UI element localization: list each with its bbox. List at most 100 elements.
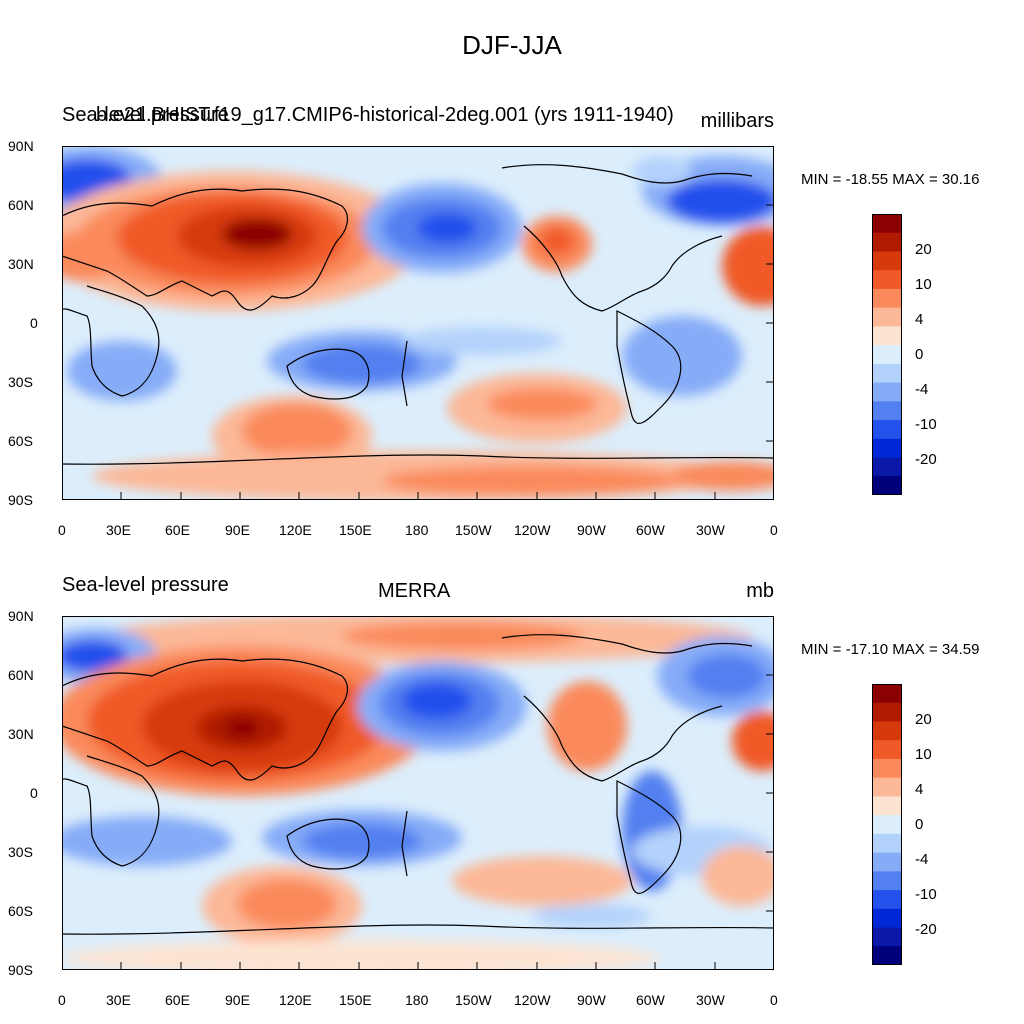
lon-label-120w: 120W bbox=[514, 992, 551, 1008]
lon-label-90e: 90E bbox=[225, 992, 250, 1008]
lon-label-30w: 30W bbox=[696, 522, 725, 538]
colorbar-label-20: 20 bbox=[915, 711, 932, 728]
colorbar-swatch bbox=[872, 927, 902, 947]
colorbar-label-4: 4 bbox=[915, 781, 924, 798]
lat-label-60n: 60N bbox=[8, 197, 34, 213]
lat-label-30n: 30N bbox=[8, 256, 34, 272]
lon-label-0: 0 bbox=[58, 992, 66, 1008]
lon-label-60e: 60E bbox=[165, 522, 190, 538]
lon-label-150w: 150W bbox=[455, 522, 492, 538]
map-obs-svg bbox=[62, 616, 774, 970]
colorbar-swatch bbox=[872, 288, 902, 309]
lon-label-90e: 90E bbox=[225, 522, 250, 538]
colorbar-frame bbox=[872, 214, 902, 495]
lon-label-120e: 120E bbox=[279, 522, 312, 538]
panel-min-max: MIN = -17.10 MAX = 34.59 bbox=[801, 641, 980, 658]
colorbar-obs bbox=[872, 684, 902, 970]
colorbar-label-0: 0 bbox=[915, 346, 924, 363]
colorbar-swatch bbox=[872, 684, 902, 704]
colorbar-label-neg20: -20 bbox=[915, 451, 937, 468]
lat-label-90n: 90N bbox=[8, 138, 34, 154]
lon-label-60w: 60W bbox=[636, 522, 665, 538]
map-model bbox=[62, 146, 774, 500]
colorbar-swatch bbox=[872, 815, 902, 835]
colorbar-swatch bbox=[872, 946, 902, 966]
lon-label-0-end: 0 bbox=[770, 992, 778, 1008]
colorbar-label-10: 10 bbox=[915, 276, 932, 293]
lat-label-90s: 90S bbox=[8, 492, 33, 508]
panel-units-label: mb bbox=[746, 580, 774, 602]
lat-label-30s: 30S bbox=[8, 844, 33, 860]
colorbar-swatch bbox=[872, 740, 902, 760]
axis-ticks bbox=[120, 674, 774, 970]
colorbar-swatch bbox=[872, 363, 902, 384]
colorbar-label-neg4: -4 bbox=[915, 851, 929, 868]
colorbar-swatch bbox=[872, 702, 902, 722]
colorbar-label-0: 0 bbox=[915, 816, 924, 833]
colorbar-label-neg10: -10 bbox=[915, 886, 937, 903]
colorbar-swatch bbox=[872, 476, 902, 496]
coastlines bbox=[62, 634, 774, 935]
colorbar-label-neg20: -20 bbox=[915, 921, 937, 938]
panel-units-label: millibars bbox=[700, 110, 774, 132]
colorbar-swatch bbox=[872, 758, 902, 779]
lon-label-150e: 150E bbox=[339, 992, 372, 1008]
lon-label-60e: 60E bbox=[165, 992, 190, 1008]
colorbar-label-20: 20 bbox=[915, 241, 932, 258]
lat-label-60s: 60S bbox=[8, 433, 33, 449]
panel-case-title: MERRA bbox=[378, 580, 451, 602]
colorbar-swatch bbox=[872, 871, 902, 891]
lon-label-0: 0 bbox=[58, 522, 66, 538]
colorbar-swatch bbox=[872, 232, 902, 252]
colorbar-model bbox=[872, 214, 902, 500]
colorbar-swatch bbox=[872, 382, 902, 402]
panel-case-title: b.e21.BHIST.f19_g17.CMIP6-historical-2de… bbox=[96, 104, 674, 126]
colorbar-swatch bbox=[872, 777, 902, 797]
colorbar-swatch bbox=[872, 833, 902, 854]
lon-label-150e: 150E bbox=[339, 522, 372, 538]
colorbar-swatch bbox=[872, 214, 902, 234]
colorbar-swatch bbox=[872, 852, 902, 872]
colorbar-frame bbox=[872, 684, 902, 965]
lon-label-90w: 90W bbox=[577, 522, 606, 538]
colorbar-model-svg bbox=[872, 214, 902, 496]
lon-label-150w: 150W bbox=[455, 992, 492, 1008]
lat-label-90s: 90S bbox=[8, 962, 33, 978]
colorbar-label-4: 4 bbox=[915, 311, 924, 328]
lat-label-60s: 60S bbox=[8, 903, 33, 919]
lon-label-180: 180 bbox=[405, 992, 429, 1008]
colorbar-label-10: 10 bbox=[915, 746, 932, 763]
lat-label-90n: 90N bbox=[8, 608, 34, 624]
lon-label-120e: 120E bbox=[279, 992, 312, 1008]
axis-ticks bbox=[120, 204, 774, 500]
panel-variable-label: Sea-level pressure bbox=[62, 104, 229, 126]
map-obs bbox=[62, 616, 774, 970]
colorbar-swatch bbox=[872, 307, 902, 327]
panel-model: Sea-level pressure b.e21.BHIST.f19_g17.C… bbox=[0, 0, 1024, 538]
colorbar-label-neg10: -10 bbox=[915, 416, 937, 433]
lon-label-0-end: 0 bbox=[770, 522, 778, 538]
lon-label-120w: 120W bbox=[514, 522, 551, 538]
colorbar-swatch bbox=[872, 796, 902, 816]
lat-label-60n: 60N bbox=[8, 667, 34, 683]
lon-label-180: 180 bbox=[405, 522, 429, 538]
lat-label-30n: 30N bbox=[8, 726, 34, 742]
colorbar-swatch bbox=[872, 251, 902, 271]
lon-label-90w: 90W bbox=[577, 992, 606, 1008]
colorbar-label-neg4: -4 bbox=[915, 381, 929, 398]
figure-title: DJF-JJA bbox=[462, 30, 562, 60]
colorbar-swatch bbox=[872, 438, 902, 459]
colorbar-swatch bbox=[872, 420, 902, 440]
colorbar-swatch bbox=[872, 908, 902, 929]
lon-label-60w: 60W bbox=[636, 992, 665, 1008]
coastlines bbox=[62, 164, 774, 465]
panel-obs: Sea-level pressure MERRA mb MIN = -17.10… bbox=[0, 470, 1024, 1008]
colorbar-swatch bbox=[872, 270, 902, 290]
lon-label-30e: 30E bbox=[106, 992, 131, 1008]
colorbar-swatch bbox=[872, 890, 902, 910]
lon-label-30e: 30E bbox=[106, 522, 131, 538]
colorbar-swatch bbox=[872, 721, 902, 741]
lat-label-eq: 0 bbox=[30, 785, 38, 801]
panel-min-max: MIN = -18.55 MAX = 30.16 bbox=[801, 171, 980, 188]
colorbar-swatch bbox=[872, 401, 902, 421]
